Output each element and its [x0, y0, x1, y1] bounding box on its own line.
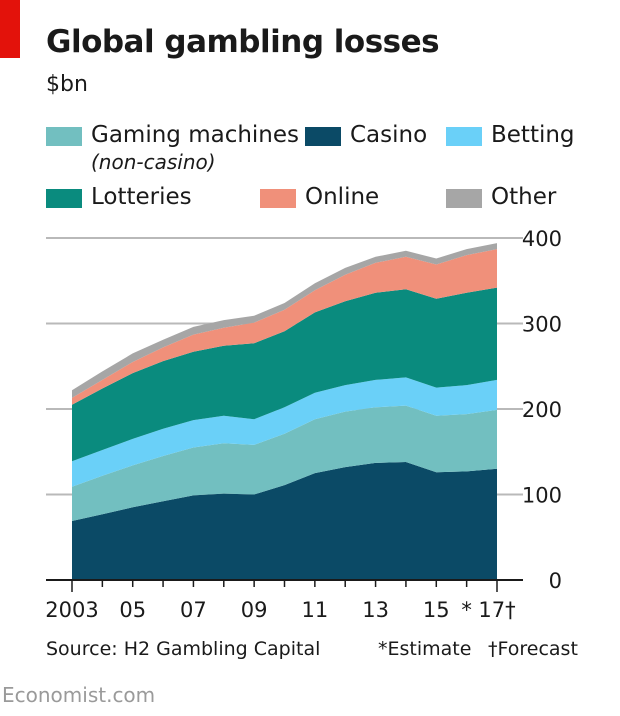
legend-swatch-other: [446, 189, 482, 208]
legend-label-gaming-machines: Gaming machines: [91, 122, 300, 148]
x-tick-label-2009: 09: [241, 598, 268, 622]
x-tick-label-2007: 07: [180, 598, 207, 622]
x-tick-label-2005: 05: [119, 598, 146, 622]
legend-swatch-casino: [305, 127, 341, 146]
y-tick-label-100: 100: [522, 484, 562, 508]
legend-label-lotteries: Lotteries: [91, 184, 192, 210]
y-tick-label-200: 200: [522, 398, 562, 422]
area-lotteries: [72, 287, 497, 462]
y-tick-label-0: 0: [549, 569, 562, 593]
area-casino: [72, 462, 497, 580]
legend-swatch-gaming-machines: [46, 127, 82, 146]
area-other: [72, 243, 497, 398]
x-tick-label-2013: 13: [362, 598, 389, 622]
legend-online: Online: [260, 184, 379, 210]
legend-swatch-online: [260, 189, 296, 208]
area-gaming-machines-non-casino: [72, 405, 497, 521]
legend-swatch-lotteries: [46, 189, 82, 208]
x-tick-label-2017: 17†: [478, 598, 515, 622]
unit-label: $bn: [46, 72, 88, 97]
chart-title: Global gambling losses: [46, 24, 440, 60]
legend-other: Other: [446, 184, 556, 210]
legend-label-betting: Betting: [491, 122, 575, 148]
brand-red-tag: [0, 0, 20, 58]
legend-sublabel-non-casino: (non-casino): [91, 150, 216, 174]
legend-label-casino: Casino: [350, 122, 428, 148]
legend-label-online: Online: [305, 184, 380, 210]
legend-betting: Betting: [446, 122, 575, 148]
area-betting: [72, 377, 497, 487]
x-tick-label-2016: *: [461, 598, 472, 622]
area-online: [72, 249, 497, 405]
x-tick-label-2003: 2003: [45, 598, 98, 622]
legend-casino: Casino: [305, 122, 427, 148]
y-tick-label-300: 300: [522, 313, 562, 337]
y-tick-label-400: 400: [522, 227, 562, 251]
x-tick-label-2015: 15: [423, 598, 450, 622]
legend-gaming-machines: Gaming machines (non-casino): [46, 122, 299, 174]
stacked-area-chart: 0 100 200 300 400 2003 05 07 09 11 13 15 * 17†: [45, 227, 562, 622]
source-note: Source: H2 Gambling Capital: [46, 638, 321, 660]
legend-label-other: Other: [491, 184, 557, 210]
economist-logo-text: Economist.com: [2, 683, 156, 707]
forecast-note: †Forecast: [488, 638, 578, 660]
estimate-note: *Estimate: [378, 638, 472, 660]
legend-lotteries: Lotteries: [46, 184, 192, 210]
x-tick-label-2011: 11: [301, 598, 328, 622]
legend-swatch-betting: [446, 127, 482, 146]
